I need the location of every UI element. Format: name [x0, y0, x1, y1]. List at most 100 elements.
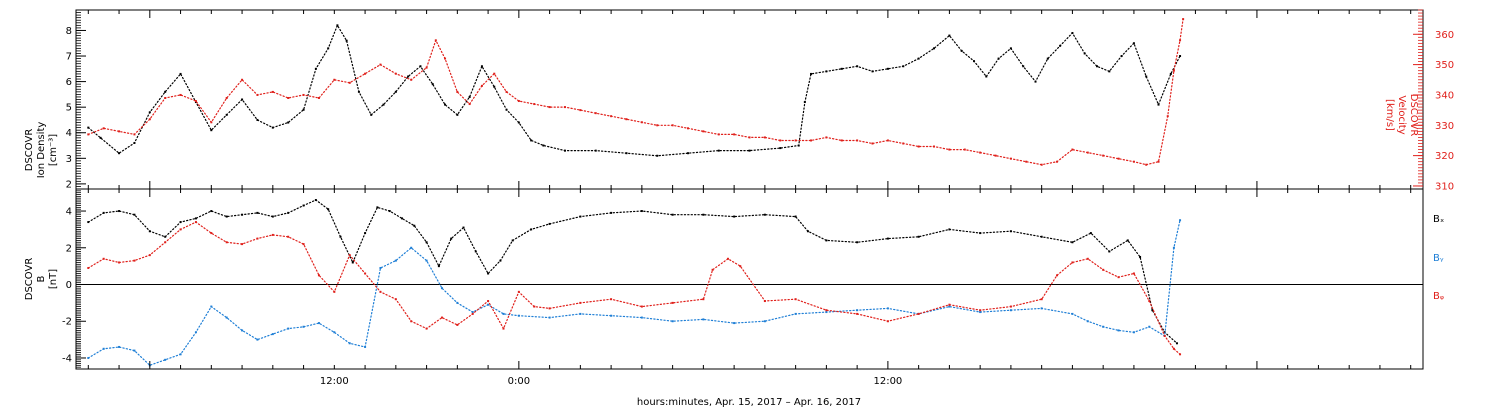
- data-point: [1132, 160, 1135, 163]
- data-point: [1182, 18, 1185, 21]
- data-point: [856, 65, 859, 68]
- y-tick-label: 4: [66, 128, 72, 139]
- data-point: [973, 60, 975, 63]
- data-point: [733, 322, 736, 325]
- bottom-left-title-line-1: DSCOVR: [24, 258, 35, 301]
- data-point: [948, 148, 951, 151]
- data-point: [686, 127, 689, 130]
- data-point: [1009, 230, 1012, 233]
- top-right-title-line-3: [km/s]: [1384, 99, 1395, 131]
- data-point: [1086, 257, 1089, 260]
- data-point: [434, 39, 437, 42]
- data-point: [1083, 52, 1086, 55]
- data-point: [517, 314, 520, 317]
- data-point: [256, 211, 259, 214]
- data-point: [437, 265, 440, 268]
- data-point: [886, 237, 889, 240]
- data-point: [1132, 272, 1135, 275]
- data-point: [179, 221, 182, 224]
- data-point: [348, 81, 351, 84]
- data-point: [1169, 72, 1172, 75]
- data-point: [1056, 274, 1059, 277]
- data-point: [748, 149, 751, 152]
- data-point: [933, 145, 936, 148]
- data-point: [194, 217, 197, 220]
- data-point: [327, 208, 330, 211]
- data-point: [487, 300, 490, 303]
- data-point: [450, 237, 453, 240]
- data-point: [102, 211, 105, 214]
- legend-bz: Bᵩ: [1433, 291, 1444, 302]
- data-point: [933, 47, 936, 50]
- data-point: [505, 108, 508, 111]
- y-tick-label: 5: [66, 103, 72, 114]
- bottom-left-axis: -4 -2 0 2 4: [62, 188, 86, 368]
- data-point: [87, 356, 90, 359]
- bottom-left-title-line-3: [nT]: [48, 269, 59, 289]
- data-point: [87, 266, 90, 269]
- data-point: [1022, 65, 1025, 68]
- data-point: [287, 235, 290, 238]
- data-point: [948, 34, 951, 37]
- data-point: [979, 151, 982, 154]
- data-point: [505, 90, 508, 93]
- data-point: [118, 261, 121, 264]
- data-point: [739, 265, 742, 268]
- data-point: [1071, 148, 1074, 151]
- data-point: [994, 154, 997, 157]
- data-point: [763, 300, 766, 303]
- y-tick-label: 2: [66, 179, 72, 190]
- data-point: [886, 320, 889, 323]
- y-tick-label: 4: [66, 207, 72, 218]
- data-point: [825, 309, 828, 312]
- data-point: [1120, 55, 1123, 58]
- data-point: [794, 215, 797, 218]
- data-point: [1071, 312, 1074, 315]
- data-point: [164, 235, 167, 238]
- data-point: [1139, 255, 1142, 258]
- data-point: [348, 254, 351, 257]
- y-tick-label: 360: [1435, 30, 1454, 41]
- data-point: [702, 318, 705, 321]
- data-point: [133, 259, 136, 262]
- data-point: [382, 103, 385, 106]
- y-tick-label: 7: [66, 52, 72, 63]
- series-trace: [87, 23, 1181, 157]
- data-point: [1172, 246, 1175, 249]
- data-point: [471, 311, 474, 314]
- data-point: [979, 232, 982, 235]
- data-point: [1145, 75, 1148, 78]
- data-point: [1179, 353, 1182, 356]
- data-point: [960, 49, 963, 52]
- data-point: [530, 228, 533, 231]
- data-point: [1009, 157, 1012, 160]
- data-point: [579, 312, 582, 315]
- legend-bx: Bₓ: [1433, 214, 1444, 225]
- legend-by: Bᵧ: [1433, 253, 1444, 264]
- data-point: [711, 268, 714, 271]
- data-point: [487, 272, 490, 275]
- data-point: [271, 215, 274, 218]
- data-point: [1179, 55, 1182, 58]
- data-point: [133, 133, 136, 136]
- data-point: [210, 305, 213, 308]
- data-point: [948, 303, 951, 306]
- data-point: [364, 345, 367, 348]
- data-point: [333, 78, 336, 81]
- data-point: [806, 230, 809, 233]
- data-point: [1040, 307, 1043, 310]
- data-point: [640, 305, 643, 308]
- data-point: [530, 139, 533, 142]
- data-point: [179, 72, 182, 75]
- data-point: [388, 210, 391, 213]
- data-point: [625, 152, 628, 155]
- data-point: [271, 90, 274, 93]
- data-point: [794, 298, 797, 301]
- data-point: [336, 24, 339, 27]
- data-point: [287, 327, 290, 330]
- data-point: [225, 316, 228, 319]
- y-tick-label: 320: [1435, 151, 1454, 162]
- data-point: [225, 113, 228, 116]
- data-point: [1132, 331, 1135, 334]
- top-left-title-line-3: [cm⁻³]: [48, 134, 59, 166]
